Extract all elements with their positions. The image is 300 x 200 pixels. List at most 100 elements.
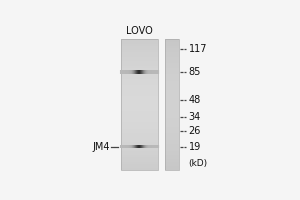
Bar xyxy=(121,153,158,155)
Bar xyxy=(165,92,179,94)
Bar xyxy=(165,161,179,164)
Bar xyxy=(121,144,158,146)
Bar xyxy=(165,52,179,55)
Bar xyxy=(121,74,158,76)
Bar xyxy=(165,168,179,170)
Bar xyxy=(121,50,158,52)
Bar xyxy=(165,142,179,144)
Text: (kD): (kD) xyxy=(189,159,208,168)
Bar xyxy=(121,133,158,135)
Bar xyxy=(165,98,179,100)
Bar xyxy=(165,48,179,50)
Bar xyxy=(121,157,158,159)
Bar xyxy=(121,164,158,166)
Bar xyxy=(121,61,158,63)
Bar xyxy=(165,129,179,131)
Bar xyxy=(121,105,158,107)
Bar xyxy=(165,105,179,107)
Bar xyxy=(121,127,158,129)
Bar xyxy=(165,57,179,59)
Bar xyxy=(165,70,179,72)
Bar xyxy=(121,44,158,46)
Bar xyxy=(165,116,179,118)
Bar xyxy=(165,148,179,151)
Bar xyxy=(165,118,179,120)
Bar xyxy=(121,103,158,105)
Text: 48: 48 xyxy=(189,95,201,105)
Bar xyxy=(121,98,158,100)
Text: 19: 19 xyxy=(189,142,201,152)
Bar xyxy=(165,122,179,124)
Bar xyxy=(121,85,158,87)
Text: JM4: JM4 xyxy=(92,142,110,152)
Bar xyxy=(165,55,179,57)
Bar xyxy=(165,85,179,87)
Bar xyxy=(165,131,179,133)
Bar xyxy=(165,74,179,76)
Bar xyxy=(165,103,179,105)
Bar xyxy=(121,48,158,50)
Bar xyxy=(121,161,158,164)
Bar xyxy=(165,113,179,116)
Bar xyxy=(165,81,179,83)
Bar xyxy=(165,63,179,66)
Bar xyxy=(121,135,158,138)
Bar xyxy=(121,137,158,140)
Bar xyxy=(165,96,179,98)
Bar xyxy=(165,94,179,96)
Bar xyxy=(165,72,179,74)
Bar xyxy=(121,166,158,168)
Text: 26: 26 xyxy=(189,126,201,136)
Bar xyxy=(121,159,158,162)
Bar xyxy=(165,65,179,68)
Bar xyxy=(165,76,179,79)
Bar xyxy=(165,124,179,127)
Bar xyxy=(121,140,158,142)
Bar xyxy=(121,70,158,72)
Bar xyxy=(165,41,179,44)
Bar xyxy=(121,107,158,109)
Bar xyxy=(165,135,179,138)
Bar xyxy=(121,116,158,118)
Bar xyxy=(121,111,158,114)
Bar xyxy=(121,155,158,157)
Bar xyxy=(121,39,158,42)
Bar xyxy=(165,155,179,157)
Bar xyxy=(165,39,179,170)
Bar xyxy=(121,109,158,111)
Bar xyxy=(121,76,158,79)
Bar xyxy=(165,83,179,85)
Bar xyxy=(165,140,179,142)
Bar xyxy=(165,166,179,168)
Bar xyxy=(165,127,179,129)
Bar xyxy=(121,87,158,90)
Bar xyxy=(121,129,158,131)
Bar xyxy=(121,94,158,96)
Bar xyxy=(121,57,158,59)
Bar xyxy=(121,83,158,85)
Bar xyxy=(121,168,158,170)
Bar xyxy=(165,164,179,166)
Text: 117: 117 xyxy=(189,44,207,54)
Bar xyxy=(165,46,179,48)
Bar xyxy=(121,120,158,122)
Bar xyxy=(165,89,179,92)
Bar xyxy=(121,59,158,61)
Bar xyxy=(121,68,158,70)
Bar xyxy=(121,55,158,57)
Bar xyxy=(165,153,179,155)
Text: 34: 34 xyxy=(189,112,201,122)
Bar xyxy=(121,96,158,98)
Bar xyxy=(121,46,158,48)
Bar xyxy=(165,157,179,159)
Bar xyxy=(121,65,158,68)
Bar xyxy=(165,39,179,42)
Bar xyxy=(165,61,179,63)
Bar xyxy=(165,79,179,81)
Bar xyxy=(165,111,179,114)
Bar xyxy=(165,133,179,135)
Bar xyxy=(121,118,158,120)
Bar xyxy=(165,100,179,103)
Text: 85: 85 xyxy=(189,67,201,77)
Bar xyxy=(165,120,179,122)
